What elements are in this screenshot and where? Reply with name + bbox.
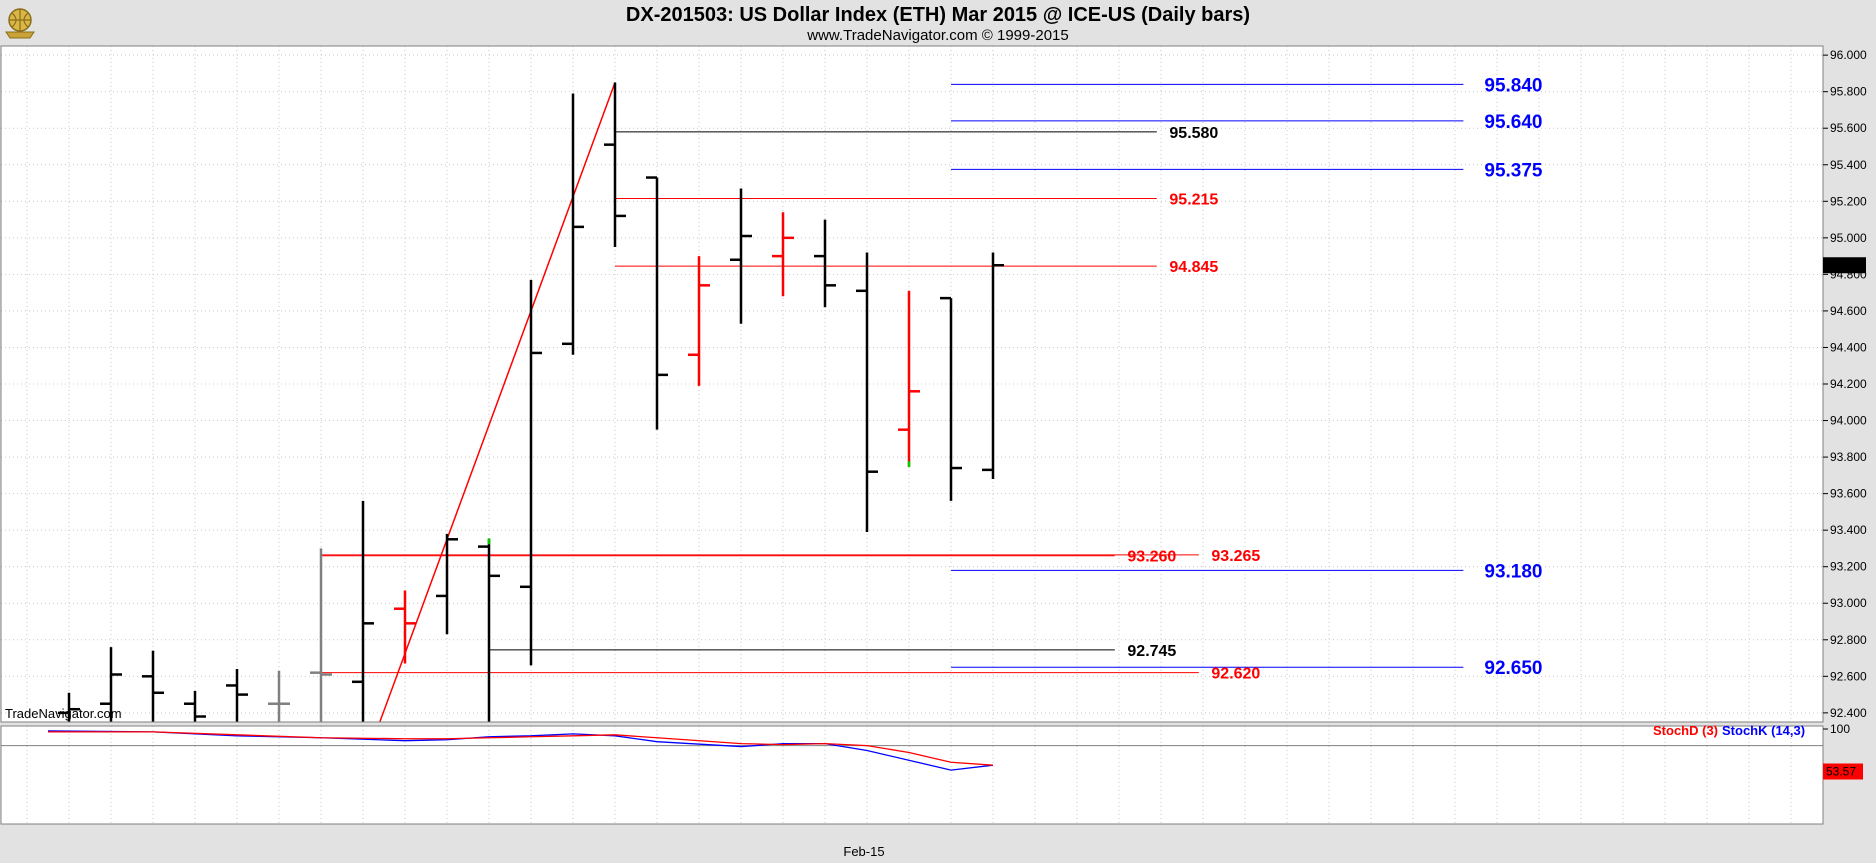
stoch-d-line: [48, 731, 994, 766]
ohlc-bar: [310, 548, 332, 722]
y-tick-label: 93.200: [1830, 560, 1867, 574]
level-label: 92.620: [1211, 666, 1260, 683]
y-tick-label: 95.400: [1830, 158, 1867, 172]
y-tick-label: 95.600: [1830, 121, 1867, 135]
y-tick-label: 92.600: [1830, 669, 1867, 683]
chart-title: DX-201503: US Dollar Index (ETH) Mar 201…: [626, 4, 1250, 26]
level-label: 94.845: [1169, 259, 1218, 276]
ohlc-bar: [142, 650, 164, 722]
price-trend-lines: [379, 82, 616, 723]
y-tick-label: 92.800: [1830, 633, 1867, 647]
y-tick-label: 96.000: [1830, 48, 1867, 62]
ohlc-bar: [646, 176, 668, 430]
level-label: 95.375: [1484, 160, 1543, 181]
y-tick-label: 94.400: [1830, 340, 1867, 354]
level-label: 93.180: [1484, 561, 1542, 582]
x-tick-label: Feb-15: [843, 844, 884, 859]
level-label: 93.265: [1211, 548, 1260, 565]
legend-stoch-d: StochD (3): [1653, 723, 1718, 738]
ohlc-bar: [982, 252, 1004, 480]
price-axis: 96.000 95.800 95.600 95.400 95.200 95.000 94.8…: [1823, 48, 1867, 720]
y-tick-label: 93.400: [1830, 523, 1867, 537]
y-tick-label: 95.200: [1830, 194, 1867, 208]
globe-logo-icon: [5, 8, 35, 39]
ohlc-bar: [814, 219, 836, 308]
ohlc-bar: [856, 252, 878, 532]
stochastic-plot-area[interactable]: [1, 726, 1823, 824]
ohlc-bar: [604, 82, 626, 247]
y-tick-label: 94.000: [1830, 414, 1867, 428]
ohlc-bar: [520, 279, 542, 666]
stochastic-legend: StochD (3) StochK (14,3): [1653, 723, 1805, 738]
stoch-last-value-marker: [1823, 763, 1863, 780]
price-plot-area[interactable]: [1, 46, 1823, 722]
y-tick-label: 94.200: [1830, 377, 1867, 391]
ohlc-bar: [394, 590, 416, 664]
ohlc-bar: [940, 296, 962, 501]
ohlc-bar: [352, 500, 374, 722]
stoch-last-value-label: 53.57: [1826, 765, 1856, 779]
ohlc-bar: [58, 692, 80, 722]
stochastic-grid: [1, 726, 1823, 824]
stochastic-axis: 100 53.57: [1823, 722, 1863, 780]
y-tick-label: 95.000: [1830, 231, 1867, 245]
ohlc-bar: [730, 188, 752, 324]
stoch-y-tick-label: 100: [1830, 722, 1850, 736]
ohlc-bar: [436, 533, 458, 635]
level-label: 95.215: [1169, 192, 1218, 209]
ohlc-bar: [268, 670, 290, 722]
y-tick-label: 93.000: [1830, 596, 1867, 610]
ohlc-bar: [772, 212, 794, 297]
level-label: 92.745: [1127, 643, 1176, 660]
ohlc-bar: [184, 690, 206, 722]
level-label: 93.260: [1127, 549, 1176, 566]
watermark: TradeNavigator.com: [5, 706, 122, 721]
ohlc-bar: [100, 647, 122, 722]
level-label: 95.840: [1484, 75, 1542, 96]
y-tick-label: 94.600: [1830, 304, 1867, 318]
price-bars: [58, 82, 1004, 722]
y-tick-label: 95.800: [1830, 85, 1867, 99]
level-label: 92.650: [1484, 658, 1542, 679]
stochastic-lines: [47, 730, 994, 771]
level-label: 95.640: [1484, 112, 1542, 133]
time-axis: Feb-15: [843, 844, 884, 859]
chart-subtitle: www.TradeNavigator.com © 1999-2015: [806, 27, 1068, 44]
ohlc-bar: [562, 93, 584, 355]
trend-line: [379, 82, 616, 723]
price-levels: 95.840 95.640 95.580 95.375 95.215 94.845 93.2…: [321, 75, 1543, 683]
ohlc-bar: [898, 290, 920, 468]
ohlc-bar: [478, 538, 500, 722]
ohlc-bar: [688, 256, 710, 386]
last-price-marker: [1823, 257, 1866, 274]
level-label: 95.580: [1169, 125, 1218, 142]
last-price-label: 94.850: [1826, 258, 1863, 272]
y-tick-label: 93.600: [1830, 487, 1867, 501]
ohlc-bar: [226, 669, 248, 722]
y-tick-label: 93.800: [1830, 450, 1867, 464]
legend-stoch-k: StochK (14,3): [1722, 723, 1805, 738]
y-tick-label: 92.400: [1830, 706, 1867, 720]
